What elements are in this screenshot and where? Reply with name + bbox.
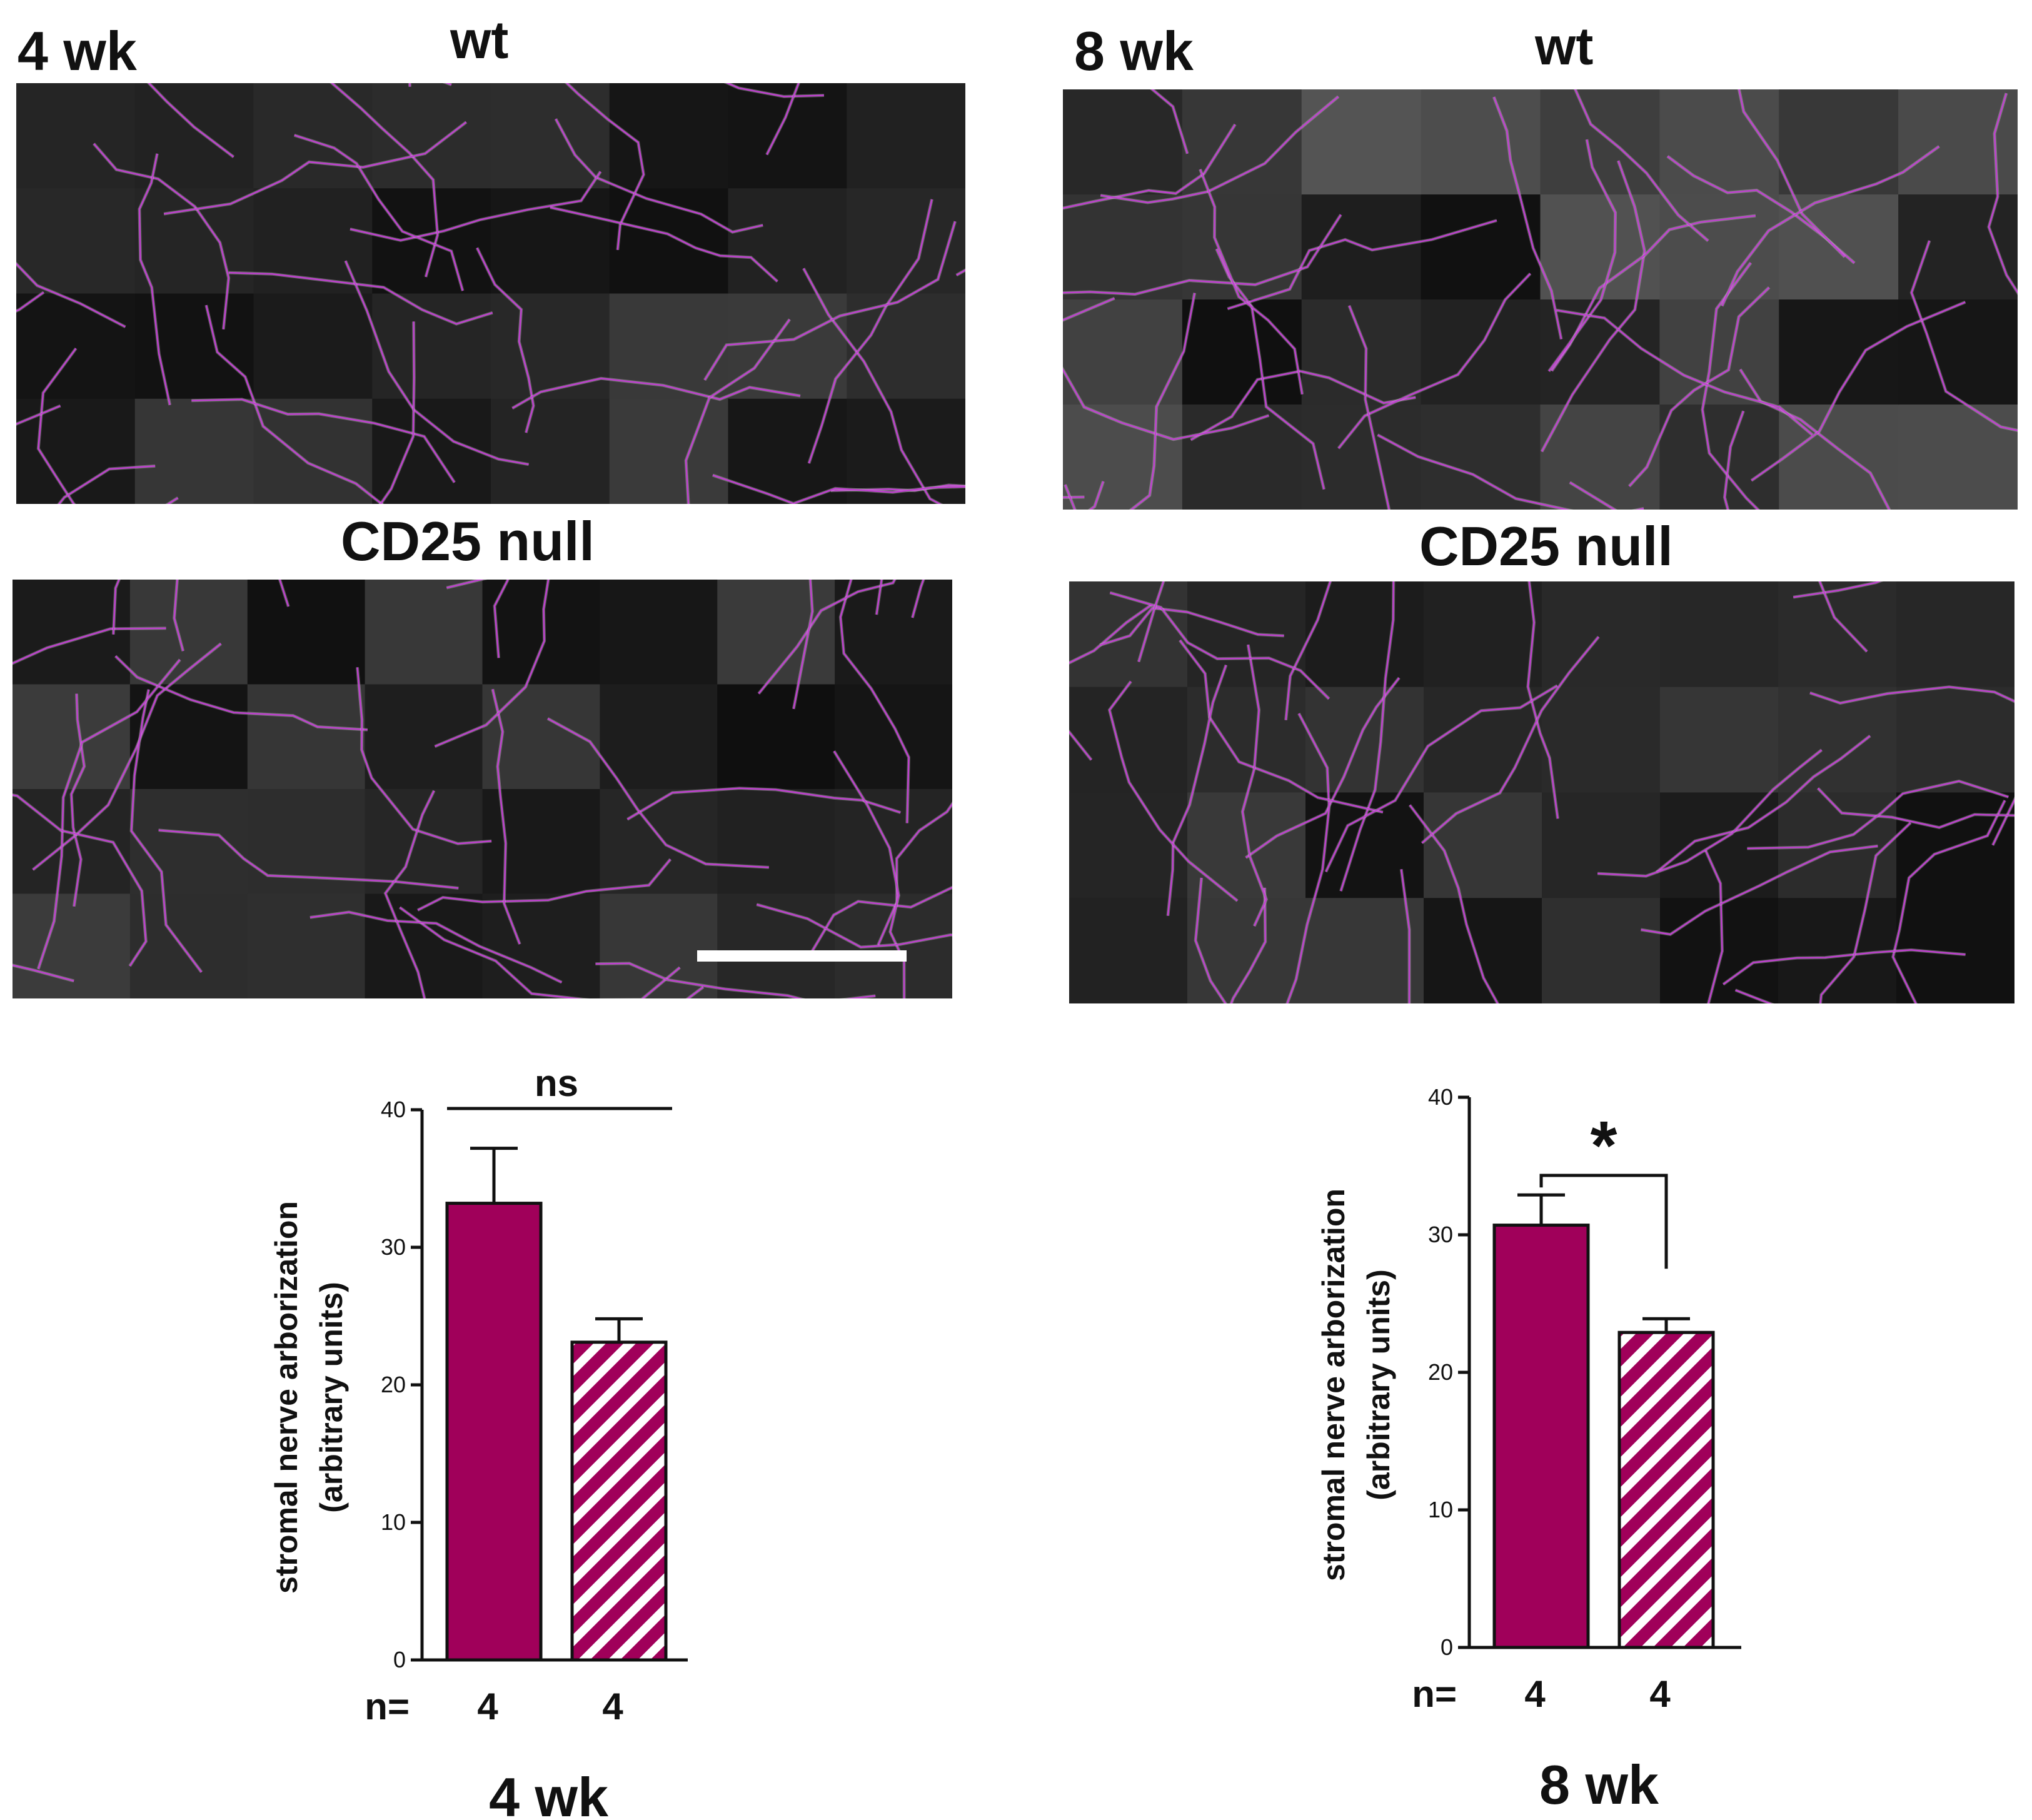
micrograph-8wk-cd25null	[1069, 581, 2014, 1003]
nerve-traces	[13, 580, 952, 998]
y-tick-label: 30	[381, 1234, 406, 1260]
chart-title: 8 wk	[1539, 1754, 1659, 1816]
nerve-traces	[1069, 581, 2014, 1003]
n-value: 4	[1524, 1673, 1546, 1715]
n-prefix: n=	[1412, 1673, 1457, 1715]
age-label-4wk: 4 wk	[18, 20, 137, 82]
y-tick-label: 40	[1428, 1084, 1453, 1110]
micrograph-4wk-cd25null	[13, 580, 952, 998]
y-tick-label: 20	[1428, 1359, 1453, 1385]
bar-cd25-null	[1617, 1330, 1715, 1649]
nerve-traces	[1063, 89, 2018, 510]
n-value: 4	[1649, 1673, 1671, 1715]
y-axis-label: stromal nerve arborization (arbitrary uni…	[1316, 1189, 1396, 1581]
micrograph-8wk-wt	[1063, 89, 2018, 510]
significance-bracket	[1539, 1174, 1668, 1269]
bar-wt	[1492, 1224, 1590, 1649]
y-tick-label: 0	[1441, 1634, 1453, 1660]
y-tick-label: 20	[381, 1372, 406, 1397]
bar-wt	[445, 1202, 543, 1662]
age-label-8wk: 8 wk	[1074, 20, 1194, 82]
chart-svg: 0 10 20 30 40 stromal nerve arborization (arbi…	[1316, 1084, 1741, 1816]
significance-label: *	[1591, 1107, 1617, 1184]
nerve-traces	[16, 83, 965, 504]
n-prefix: n=	[365, 1686, 410, 1727]
y-tick-label: 10	[381, 1509, 406, 1535]
micrograph-4wk-wt	[16, 83, 965, 504]
chart-title: 4 wk	[489, 1766, 609, 1820]
y-tick-label: 30	[1428, 1222, 1453, 1247]
wt-label-4wk: wt	[450, 11, 509, 69]
n-value: 4	[477, 1686, 498, 1727]
bar-chart-4wk: 0 10 20 30 40 stromal nerve arborization (arbi…	[238, 1050, 800, 1820]
scale-bar	[697, 950, 907, 962]
y-tick-label: 10	[1428, 1497, 1453, 1522]
y-tick-label: 0	[393, 1647, 406, 1672]
cd25-null-label-8wk: CD25 null	[1419, 515, 1673, 577]
y-axis-label: stromal nerve arborization (arbitrary uni…	[269, 1201, 349, 1594]
bar-chart-8wk: 0 10 20 30 40 stromal nerve arborization (arbi…	[1288, 1050, 1851, 1816]
wt-label-8wk: wt	[1535, 17, 1594, 76]
cd25-null-label-4wk: CD25 null	[341, 510, 595, 572]
significance-label: ns	[535, 1062, 578, 1104]
y-tick-label: 40	[381, 1097, 406, 1122]
bar-cd25-null	[570, 1340, 668, 1662]
n-value: 4	[602, 1686, 623, 1727]
chart-svg: 0 10 20 30 40 stromal nerve arborization (arbi…	[269, 1062, 688, 1820]
